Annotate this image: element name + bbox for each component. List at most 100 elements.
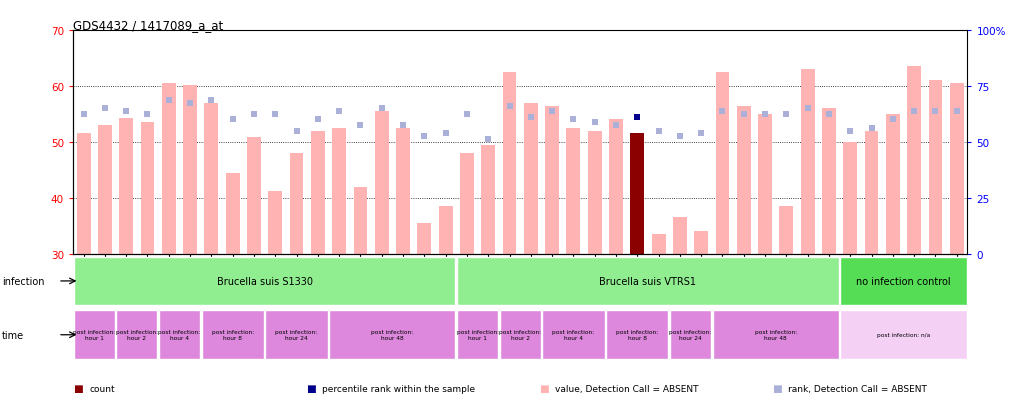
Bar [332,128,346,254]
Text: time: time [2,330,24,340]
Bar [545,106,559,254]
Bar [159,311,200,359]
Bar [311,131,325,254]
Text: post infection:
hour 8: post infection: hour 8 [212,330,253,340]
Point [565,117,581,123]
Point [331,109,347,115]
Text: GDS4432 / 1417089_a_at: GDS4432 / 1417089_a_at [73,19,223,31]
Point [523,114,539,121]
Bar [162,84,175,254]
Bar [630,134,644,254]
Point [650,128,667,135]
Point [842,128,858,135]
Point [608,122,624,129]
Bar [929,81,942,254]
Point [76,111,92,118]
Point [757,111,773,118]
Point [267,111,284,118]
Bar [566,128,580,254]
Bar [354,187,368,254]
Text: value, Detection Call = ABSENT: value, Detection Call = ABSENT [555,384,699,393]
Bar [98,126,111,254]
Text: post infection:
hour 4: post infection: hour 4 [552,330,595,340]
Point [225,117,241,123]
Text: percentile rank within the sample: percentile rank within the sample [322,384,475,393]
Point [501,103,518,109]
Bar [886,114,900,254]
Bar [524,103,538,254]
Text: ■: ■ [306,383,316,393]
Bar [74,257,456,306]
Text: post infection:
hour 48: post infection: hour 48 [372,330,413,340]
Bar [116,311,157,359]
Point [459,111,475,118]
Bar [77,134,90,254]
Bar [542,311,605,359]
Bar [800,70,814,254]
Text: post infection:
hour 1: post infection: hour 1 [457,330,498,340]
Bar [673,218,687,254]
Point [438,131,454,138]
Text: post infection:
hour 48: post infection: hour 48 [755,330,797,340]
Bar [736,106,751,254]
Text: infection: infection [2,276,45,286]
Text: post infection:
hour 2: post infection: hour 2 [115,330,158,340]
Bar [457,257,839,306]
Point [289,128,305,135]
Point [693,131,709,138]
Bar [606,311,669,359]
Bar [950,84,963,254]
Text: ■: ■ [772,383,782,393]
Point [480,136,496,143]
Bar [841,311,966,359]
Bar [499,311,541,359]
Point [374,106,390,112]
Point [97,106,113,112]
Bar [502,73,517,254]
Bar [715,73,729,254]
Bar [758,114,772,254]
Bar [265,311,327,359]
Text: ■: ■ [73,383,83,393]
Bar [694,232,708,254]
Bar [841,257,966,306]
Bar [417,223,432,254]
Text: no infection control: no infection control [856,276,951,286]
Bar [226,173,240,254]
Text: post infection:
hour 2: post infection: hour 2 [499,330,541,340]
Bar [205,103,218,254]
Text: post infection:
hour 1: post infection: hour 1 [73,330,115,340]
Bar [290,154,304,254]
Bar [457,311,498,359]
Bar [865,131,878,254]
Point [395,122,411,129]
Bar [844,142,857,254]
Point [204,97,220,104]
Point [799,106,815,112]
Bar [588,131,602,254]
Bar [908,67,921,254]
Point [884,117,901,123]
Text: count: count [89,384,114,393]
Point [310,117,326,123]
Point [906,109,922,115]
Point [863,125,879,132]
Bar [141,123,154,254]
Text: post infection:
hour 24: post infection: hour 24 [276,330,318,340]
Bar [247,138,261,254]
Point [182,100,199,107]
Bar [183,85,197,254]
Point [416,133,433,140]
Text: rank, Detection Call = ABSENT: rank, Detection Call = ABSENT [788,384,927,393]
Point [735,111,752,118]
Text: post infection: n/a: post infection: n/a [877,332,930,337]
Point [672,133,688,140]
Text: post infection:
hour 24: post infection: hour 24 [670,330,711,340]
Bar [74,311,114,359]
Bar [609,120,623,254]
Text: Brucella suis VTRS1: Brucella suis VTRS1 [600,276,697,286]
Point [161,97,177,104]
Bar [671,311,711,359]
Bar [779,206,793,254]
Text: ■: ■ [539,383,549,393]
